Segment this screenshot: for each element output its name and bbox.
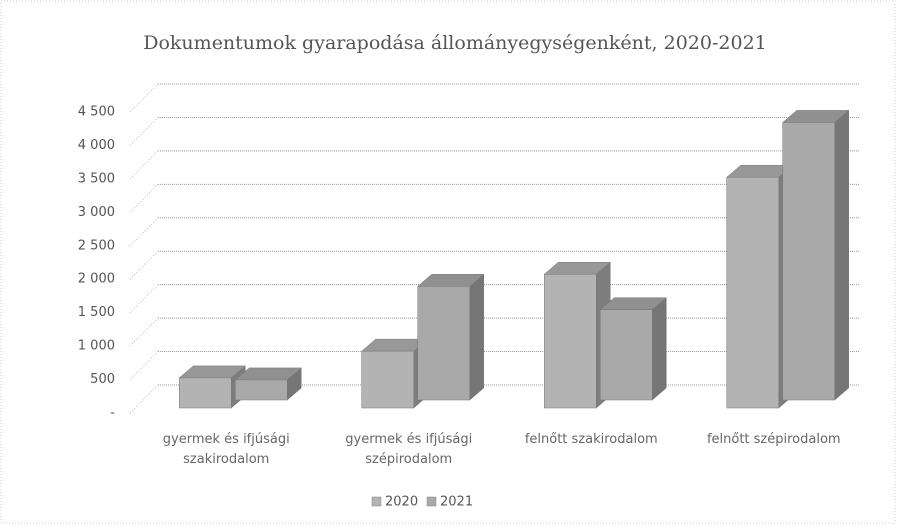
bar-side — [652, 297, 667, 401]
bar-side — [469, 273, 484, 401]
y-tick-label: 1 000 — [78, 339, 115, 354]
bar-front — [417, 286, 470, 401]
legend-swatch — [426, 496, 437, 507]
legend-label: 2021 — [440, 495, 473, 510]
bar — [782, 109, 850, 401]
y-tick-label: 2 500 — [78, 238, 115, 253]
bar-front — [782, 122, 835, 401]
y-tick-label: 2 000 — [78, 272, 115, 287]
side-wall-line — [129, 183, 159, 213]
bar — [726, 164, 794, 409]
x-tick-label: felnőtt szakirodalom — [524, 432, 658, 447]
x-tick-label: felnőtt szépirodalom — [706, 432, 841, 447]
side-wall-line — [129, 317, 159, 347]
bar-front — [600, 309, 653, 401]
y-tick-label: - — [110, 406, 115, 421]
bar-front — [544, 273, 597, 409]
bar — [234, 367, 302, 401]
legend-label: 2020 — [385, 495, 418, 510]
side-wall-line — [129, 150, 159, 180]
bar — [543, 261, 611, 409]
x-tick-label: gyermek és ifjúsági szépirodalom — [345, 432, 473, 467]
bar-front — [726, 176, 779, 409]
y-tick-label: 4 500 — [78, 105, 115, 120]
side-wall-line — [129, 384, 159, 414]
y-tick-label: 3 500 — [78, 171, 115, 186]
bar-front — [361, 350, 414, 409]
y-tick-label: 500 — [90, 372, 115, 387]
y-tick-label: 4 000 — [78, 138, 115, 153]
x-tick-label: gyermek és ifjúsági szakirodalom — [162, 432, 290, 467]
legend-swatch — [371, 496, 382, 507]
side-wall-line — [129, 284, 159, 314]
bar — [417, 273, 485, 401]
bar-front — [179, 377, 232, 409]
chart-title: Dokumentumok gyarapodása állományegysége… — [143, 32, 767, 54]
side-wall-line — [129, 250, 159, 280]
y-tick-label: 1 500 — [78, 305, 115, 320]
side-wall-line — [129, 117, 159, 146]
y-tick-label: 3 000 — [78, 205, 115, 220]
bar — [599, 297, 667, 401]
side-wall-line — [129, 217, 159, 247]
side-wall-line — [129, 351, 159, 380]
bar-side — [834, 109, 849, 401]
side-wall-line — [129, 83, 159, 113]
bar-front — [235, 379, 288, 401]
